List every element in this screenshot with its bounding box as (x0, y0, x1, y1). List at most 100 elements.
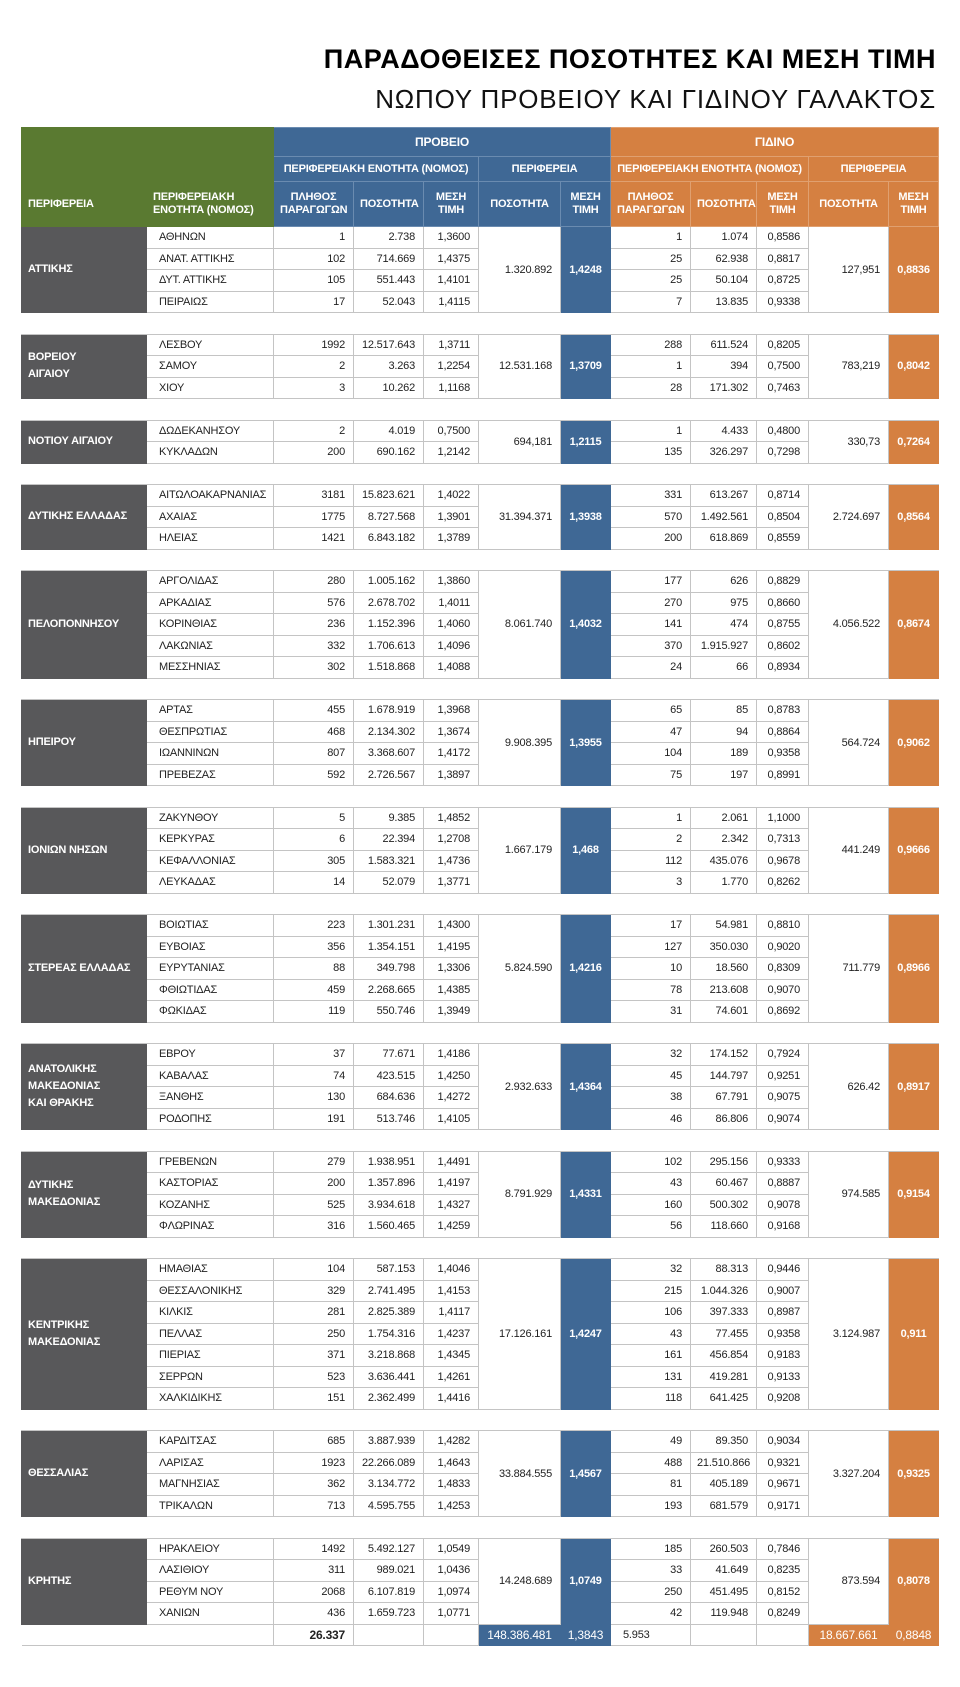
goat-quantity: 641.425 (690, 1387, 757, 1410)
header-sheep-unit: ΠΕΡΙΦΕΡΕΙΑΚΗ ΕΝΟΤΗΤΑ (ΝΟΜΟΣ) (273, 156, 479, 182)
goat-price: 0,9183 (756, 1344, 809, 1367)
sheep-price: 1,4491 (423, 1150, 479, 1173)
table-row: ΦΘΙΩΤΙΔΑΣ 459 2.268.665 1,4385 78 213.608 0,90… (22, 978, 939, 1001)
sheep-producers: 119 (273, 1000, 354, 1023)
region-name: ΣΤΕΡΕΑΣ ΕΛΛΑΔΑΣ (21, 914, 147, 1023)
sheep-region-quantity: 14.248.689 (478, 1537, 561, 1625)
goat-region-quantity: 330,73 (808, 419, 889, 464)
sheep-region-price: 1,0749 (560, 1537, 611, 1625)
goat-quantity: 1.074 (690, 226, 757, 249)
sheep-producers: 1923 (273, 1451, 354, 1474)
total-sheep-quantity: 148.386.481 (478, 1623, 561, 1646)
goat-producers: 127 (610, 935, 691, 958)
goat-price: 0,8205 (756, 333, 809, 356)
sheep-price: 1,4300 (423, 914, 479, 937)
table-row: ΑΝΑΤ. ΑΤΤΙΚΗΣ 102 714.669 1,4375 25 62.938 0,8… (22, 247, 939, 270)
sheep-price: 1,3901 (423, 505, 479, 528)
goat-price: 0,8817 (756, 247, 809, 270)
sheep-quantity: 3.218.868 (353, 1344, 424, 1367)
table-row: ΕΥΒΟΙΑΣ 356 1.354.151 1,4195 127 350.030 0,902… (22, 935, 939, 958)
sheep-producers: 311 (273, 1559, 354, 1582)
sheep-producers: 1 (273, 226, 354, 249)
sheep-quantity: 6.843.182 (353, 527, 424, 550)
goat-price: 0,8152 (756, 1580, 809, 1603)
sheep-region-quantity: 1.667.179 (478, 806, 561, 894)
goat-producers: 370 (610, 634, 691, 657)
unit-name: ΚΟΖΑΝΗΣ (146, 1193, 274, 1216)
sheep-producers: 104 (273, 1258, 354, 1281)
sheep-quantity: 1.706.613 (353, 634, 424, 657)
group-spacer (21, 312, 939, 335)
sheep-producers: 523 (273, 1365, 354, 1388)
goat-producers: 33 (610, 1559, 691, 1582)
sheep-price: 1,3968 (423, 699, 479, 722)
sheep-producers: 302 (273, 656, 354, 679)
unit-name: ΚΑΣΤΟΡΙΑΣ (146, 1172, 274, 1195)
goat-producers: 3 (610, 871, 691, 894)
goat-producers: 250 (610, 1580, 691, 1603)
goat-producers: 288 (610, 333, 691, 356)
goat-price: 0,8991 (756, 763, 809, 786)
sheep-producers: 5 (273, 806, 354, 829)
sheep-quantity: 714.669 (353, 247, 424, 270)
unit-name: ΕΒΡΟΥ (146, 1043, 274, 1066)
table-row: ΜΑΓΝΗΣΙΑΣ 362 3.134.772 1,4833 81 405.189 0,96… (22, 1473, 939, 1496)
region-name: ΙΟΝΙΩΝ ΝΗΣΩΝ (21, 806, 147, 894)
col-goat-quantity: ΠΟΣΟΤΗΤΑ (690, 181, 757, 227)
sheep-producers: 17 (273, 290, 354, 313)
table-row: ΣΤΕΡΕΑΣ ΕΛΛΑΔΑΣ ΒΟΙΩΤΙΑΣ 223 1.301.231 1,430… (21, 914, 940, 1023)
unit-name: ΚΑΡΔΙΤΣΑΣ (146, 1430, 274, 1453)
goat-producers: 161 (610, 1344, 691, 1367)
goat-quantity: 86.806 (690, 1107, 757, 1130)
sheep-quantity: 2.738 (353, 226, 424, 249)
sheep-price: 1,3949 (423, 1000, 479, 1023)
sheep-producers: 356 (273, 935, 354, 958)
sheep-producers: 332 (273, 634, 354, 657)
goat-producers: 43 (610, 1172, 691, 1195)
goat-price: 0,9020 (756, 935, 809, 958)
sheep-region-quantity: 5.824.590 (478, 914, 561, 1023)
sheep-quantity: 1.005.162 (353, 570, 424, 593)
goat-region-price: 0,8564 (887, 484, 940, 550)
totals-blank (21, 1623, 274, 1646)
sheep-price: 1,4195 (423, 935, 479, 958)
goat-quantity: 456.854 (690, 1344, 757, 1367)
unit-name: ΔΥΤ. ΑΤΤΙΚΗΣ (146, 269, 274, 292)
sheep-price: 1,4172 (423, 742, 479, 765)
unit-name: ΗΡΑΚΛΕΙΟΥ (146, 1537, 274, 1560)
sheep-quantity: 6.107.819 (353, 1580, 424, 1603)
sheep-producers: 250 (273, 1322, 354, 1345)
sheep-price: 1,2708 (423, 828, 479, 851)
goat-producers: 46 (610, 1107, 691, 1130)
sheep-producers: 2068 (273, 1580, 354, 1603)
sheep-quantity: 22.266.089 (353, 1451, 424, 1474)
sheep-producers: 2 (273, 419, 354, 442)
goat-region-price: 0,8674 (887, 570, 940, 679)
sheep-region-quantity: 12.531.168 (478, 333, 561, 399)
sheep-price: 1,2142 (423, 441, 479, 464)
sheep-producers: 316 (273, 1215, 354, 1238)
goat-quantity: 74.601 (690, 1000, 757, 1023)
sheep-producers: 88 (273, 957, 354, 980)
table-row: ΣΑΜΟΥ 2 3.263 1,2254 1 394 0,7500 (22, 355, 939, 378)
unit-name: ΠΡΕΒΕΖΑΣ (146, 763, 274, 786)
goat-region-price: 0,8836 (887, 226, 940, 313)
sheep-region-price: 1,3709 (560, 333, 611, 399)
sheep-region-price: 1,4247 (560, 1258, 611, 1410)
sheep-quantity: 3.934.618 (353, 1193, 424, 1216)
total-goat-price: 0,8848 (887, 1623, 940, 1646)
sheep-region-quantity: 17.126.161 (478, 1258, 561, 1410)
sheep-region-price: 1,4567 (560, 1430, 611, 1517)
goat-quantity: 94 (690, 720, 757, 743)
goat-price: 0,8810 (756, 914, 809, 937)
sheep-quantity: 513.746 (353, 1107, 424, 1130)
goat-producers: 570 (610, 505, 691, 528)
group-spacer (21, 1516, 939, 1539)
goat-quantity: 613.267 (690, 484, 757, 507)
header-goat-region: ΠΕΡΙΦΕΡΕΙΑ (807, 156, 940, 182)
goat-quantity: 118.660 (690, 1215, 757, 1238)
sheep-producers: 1992 (273, 333, 354, 356)
header-goat-unit: ΠΕΡΙΦΕΡΕΙΑΚΗ ΕΝΟΤΗΤΑ (ΝΟΜΟΣ) (610, 156, 809, 182)
sheep-quantity: 5.492.127 (353, 1537, 424, 1560)
unit-name: ΘΕΣΣΑΛΟΝΙΚΗΣ (146, 1279, 274, 1302)
